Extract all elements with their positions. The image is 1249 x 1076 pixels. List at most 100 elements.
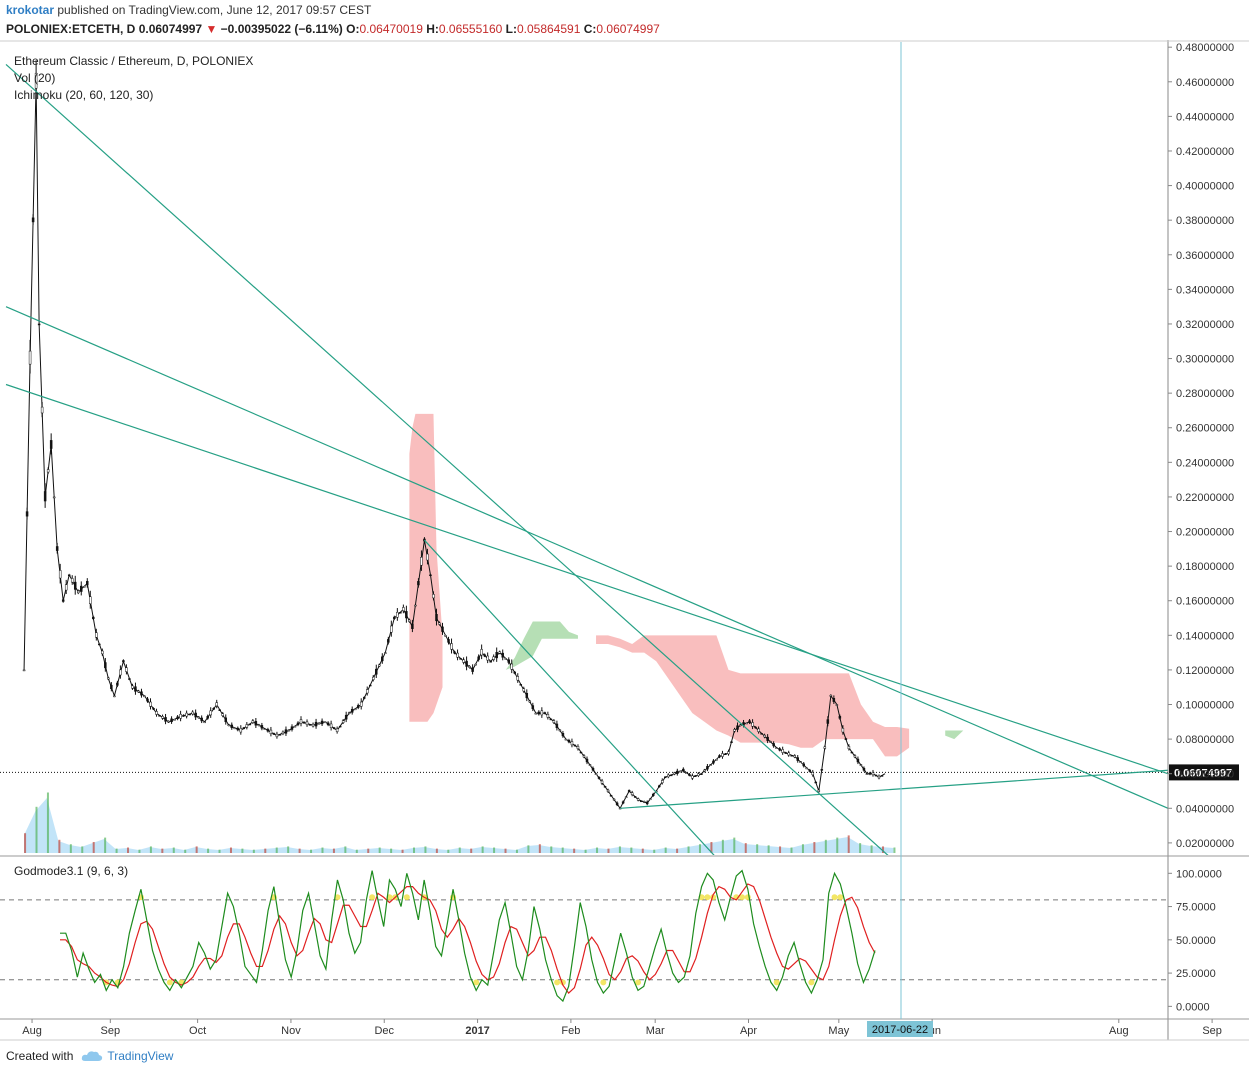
candle-body <box>657 785 661 788</box>
candle-body <box>862 767 866 771</box>
candle-body <box>158 715 161 717</box>
candle-body <box>188 713 191 716</box>
candle-body <box>820 769 824 771</box>
publish-info: published on TradingView.com, June 12, 2… <box>57 3 372 17</box>
volume-bar <box>229 847 232 853</box>
volume-bar <box>424 846 427 853</box>
volume-bar <box>733 837 736 853</box>
candle-body <box>98 643 101 646</box>
candle-body <box>832 698 836 702</box>
candle-body <box>49 440 53 449</box>
candle-body <box>474 663 477 666</box>
osc-slow-line <box>60 883 876 994</box>
candle-body <box>736 725 739 730</box>
candle-body <box>92 616 95 619</box>
x-tick-label: Nov <box>281 1025 301 1037</box>
footer: Created with TradingView <box>6 1049 173 1063</box>
osc-highlight <box>808 979 815 986</box>
candle-body <box>353 708 357 711</box>
candle-body <box>104 662 107 669</box>
volume-bar <box>664 847 667 853</box>
x-tick-label: Sep <box>101 1025 121 1037</box>
candle-body <box>314 721 318 727</box>
candle-body <box>86 581 89 586</box>
volume-bar <box>744 843 747 853</box>
volume-bar <box>596 847 599 853</box>
volume-bars <box>24 792 896 853</box>
candle-body <box>483 654 486 657</box>
candle-body <box>489 661 492 663</box>
osc-tick-label: 75.0000 <box>1176 902 1216 914</box>
candle-body <box>486 655 489 661</box>
symbol-label: POLONIEX:ETCETH, D <box>6 22 136 36</box>
volume-bar <box>138 849 141 853</box>
candle-body <box>799 761 802 764</box>
candle-body <box>673 772 676 775</box>
candle-body <box>826 719 830 724</box>
candle-body <box>609 795 613 797</box>
y-tick-label: 0.48000000 <box>1176 42 1234 54</box>
volume-bar <box>378 847 381 853</box>
y-tick-label: 0.04000000 <box>1176 803 1234 815</box>
candle-body <box>685 772 688 774</box>
osc-highlight <box>334 894 341 901</box>
candle-body <box>70 578 74 583</box>
volume-bar <box>481 846 484 853</box>
candle-body <box>462 659 465 663</box>
candle-body <box>236 727 240 731</box>
candle-body <box>405 611 408 619</box>
volume-bar <box>264 848 267 853</box>
candle-body <box>242 727 246 730</box>
candle-body <box>582 755 586 758</box>
low-label: L: <box>505 22 517 36</box>
volume-bar <box>527 845 530 853</box>
candle-body <box>534 712 538 715</box>
bull-cloud <box>505 621 578 670</box>
volume-bar <box>813 842 816 853</box>
candle-body <box>621 801 625 804</box>
candle-body <box>341 720 345 723</box>
candle-body <box>381 656 384 662</box>
tradingview-link[interactable]: TradingView <box>81 1049 173 1063</box>
candle-body <box>498 651 501 654</box>
candle-body <box>335 728 339 732</box>
created-with-label: Created with <box>6 1049 74 1063</box>
candle-body <box>802 763 805 767</box>
price-series: 0.06074997 <box>0 60 1239 810</box>
volume-bar <box>435 848 438 853</box>
candle-body <box>880 775 884 777</box>
candle-body <box>269 729 273 735</box>
candle-body <box>89 596 92 604</box>
candle-body <box>420 557 423 566</box>
candle-body <box>215 702 218 707</box>
volume-bar <box>801 844 804 853</box>
volume-bar <box>241 848 244 853</box>
volume-bar <box>92 842 95 853</box>
volume-bar <box>344 846 347 853</box>
candle-body <box>612 798 616 801</box>
candle-body <box>877 775 881 779</box>
candle-body <box>715 759 718 761</box>
volume-bar <box>184 849 187 853</box>
volume-bar <box>676 848 679 853</box>
trendline <box>5 64 889 855</box>
candle-body <box>224 717 228 723</box>
osc-highlight <box>473 979 480 986</box>
candle-body <box>703 769 706 772</box>
volume-bar <box>767 845 770 853</box>
volume-bar <box>447 849 450 853</box>
candle-body <box>853 755 857 758</box>
author-link[interactable]: krokotar <box>6 3 55 17</box>
bear-cloud <box>596 635 910 757</box>
candle-body <box>347 712 351 714</box>
candle-body <box>372 676 375 680</box>
candle-body <box>859 764 863 766</box>
volume-bar <box>310 849 313 853</box>
candle-body <box>811 771 815 776</box>
candle-body <box>299 719 303 724</box>
candle-body <box>191 711 194 715</box>
candle-body <box>492 656 495 660</box>
candle-body <box>504 658 507 660</box>
candle-body <box>293 725 297 728</box>
